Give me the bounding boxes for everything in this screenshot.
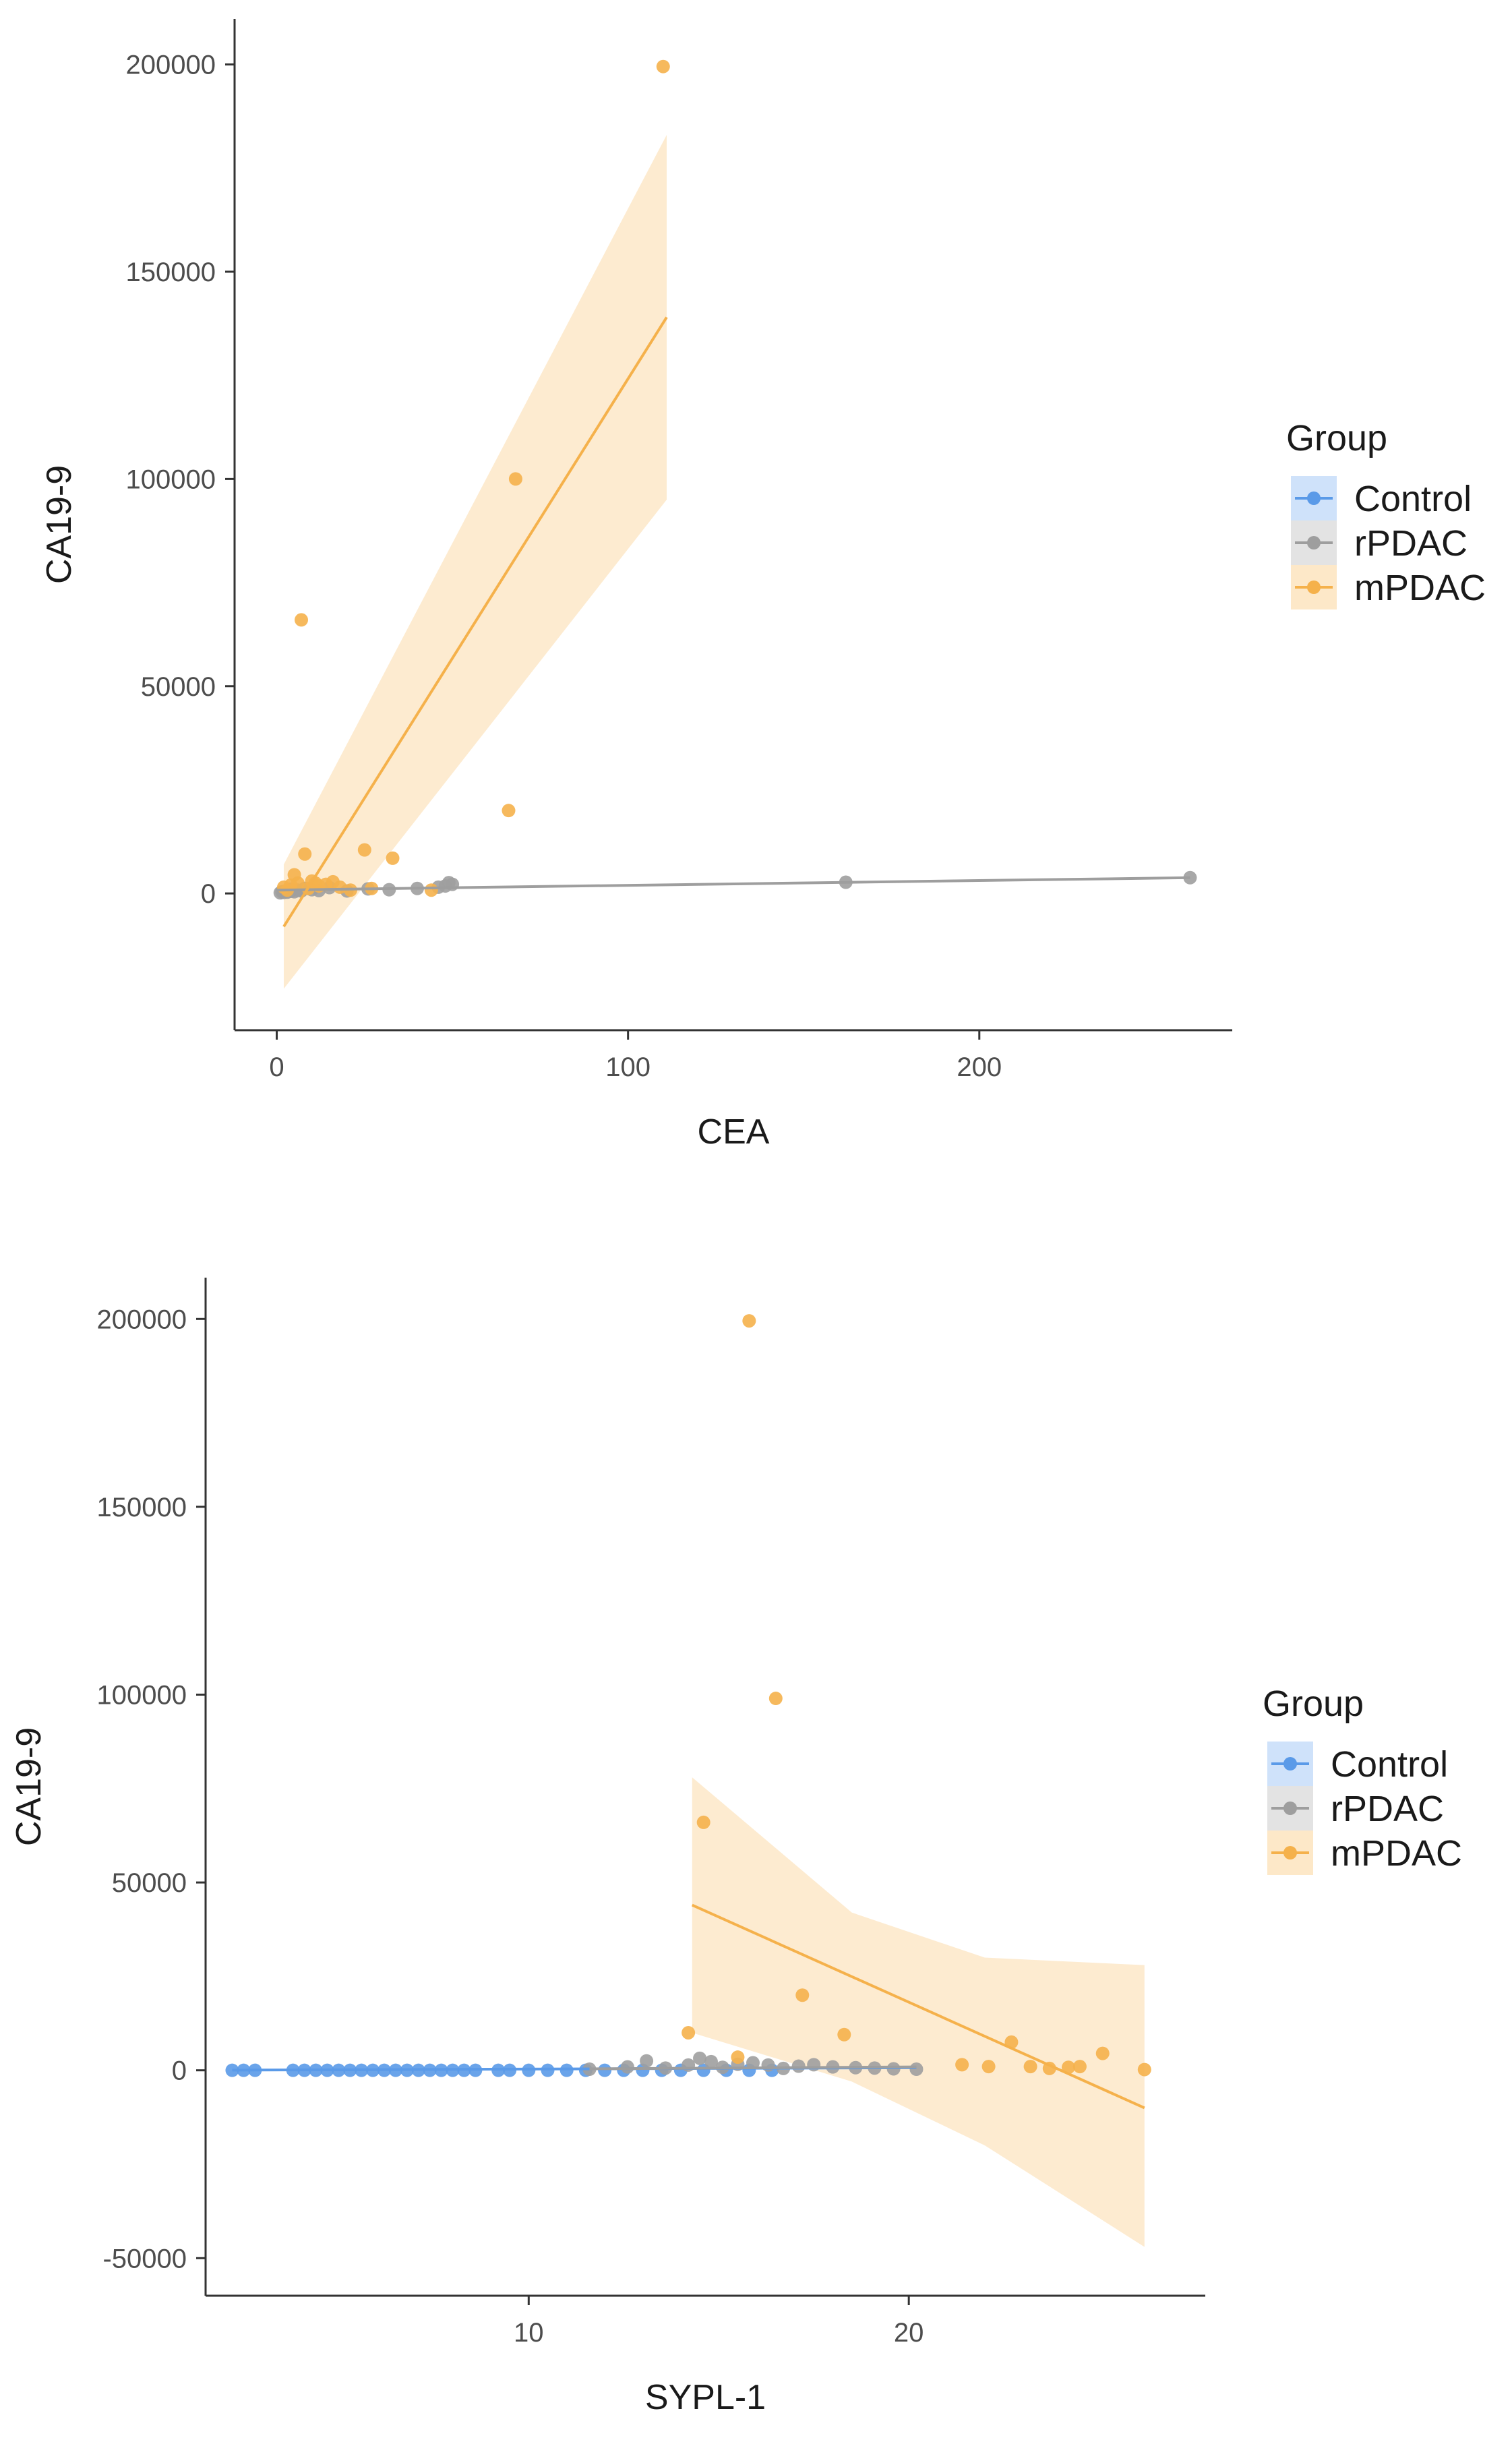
- data-point-rpdac-11: [761, 2058, 775, 2072]
- x-tick-label: 200: [957, 1052, 1002, 1082]
- data-point-control-25: [560, 2063, 574, 2077]
- legend-key-mpdac: [1291, 565, 1337, 609]
- legend-key-rpdac: [1267, 1786, 1313, 1831]
- data-point-mpdac-18: [386, 851, 400, 865]
- data-point-mpdac-16: [357, 843, 371, 857]
- data-point-mpdac-5: [768, 1692, 783, 1706]
- y-tick-label: 150000: [126, 258, 216, 287]
- legend-label-control: Control: [1354, 479, 1472, 519]
- x-axis-title: SYPL-1: [645, 2378, 766, 2417]
- chart-panel-1: 0 50000 100000 150000 200000 0 100 200 CEA CA19-9…: [40, 19, 1486, 1152]
- y-tick-label: 200000: [126, 51, 216, 80]
- fit-line-rpdac: [276, 876, 1190, 892]
- data-point-mpdac-2: [696, 1815, 710, 1829]
- chart-panel-2: -50000 0 50000 100000 150000 200000 10 20 SYPL-1…: [9, 1278, 1462, 2417]
- y-tick-label: 150000: [97, 1493, 187, 1522]
- legend-key-point: [1283, 1757, 1297, 1771]
- data-point-control-1: [225, 2063, 239, 2077]
- y-tick-label: 100000: [97, 1680, 187, 1710]
- legend-label-control: Control: [1331, 1744, 1448, 1785]
- legend-key-control: [1291, 476, 1337, 520]
- legend-title: Group: [1286, 418, 1387, 458]
- y-tick-label: 100000: [126, 465, 216, 494]
- legend-key-point: [1307, 536, 1321, 549]
- data-point-rpdac-19: [909, 2062, 924, 2077]
- data-point-mpdac-3: [731, 2050, 745, 2064]
- data-point-rpdac-3: [640, 2054, 654, 2068]
- x-axis-title: CEA: [698, 1112, 770, 1152]
- data-point-mpdac-11: [1023, 2060, 1037, 2074]
- legend-key-point: [1307, 492, 1321, 505]
- legend-key-control: [1267, 1742, 1313, 1786]
- data-point-mpdac-6: [795, 1988, 810, 2002]
- confidence-band-mpdac: [283, 135, 667, 989]
- y-tick-label: 0: [201, 879, 216, 909]
- y-tick-label: 50000: [141, 672, 216, 702]
- data-point-rpdac-2: [620, 2060, 634, 2074]
- data-point-mpdac-8: [955, 2058, 969, 2072]
- y-tick-label: 200000: [97, 1305, 187, 1334]
- legend-key-point: [1283, 1846, 1297, 1859]
- data-point-mpdac-16: [1137, 2062, 1151, 2077]
- data-point-mpdac-7: [298, 847, 312, 861]
- y-axis-title: CA19-9: [9, 1727, 49, 1846]
- legend-label-mpdac: mPDAC: [1354, 568, 1486, 608]
- y-tick-label: -50000: [102, 2244, 187, 2273]
- data-point-rpdac-7: [704, 2054, 718, 2069]
- legend-key-point: [1307, 581, 1321, 594]
- legend-label-mpdac: mPDAC: [1331, 1833, 1462, 1874]
- data-point-mpdac-5: [291, 876, 305, 890]
- confidence-band-mpdac: [692, 1777, 1145, 2247]
- data-point-mpdac-9: [981, 2060, 996, 2074]
- legend-label-rpdac: rPDAC: [1354, 523, 1468, 564]
- legend-key-rpdac: [1291, 520, 1337, 565]
- data-point-mpdac-22: [656, 59, 670, 73]
- data-point-mpdac-20: [502, 804, 516, 818]
- data-point-mpdac-14: [1072, 2060, 1087, 2074]
- x-tick-label: 20: [894, 2318, 924, 2348]
- x-tick-label: 100: [605, 1052, 651, 1082]
- data-point-mpdac-4: [742, 1314, 756, 1328]
- legend-label-rpdac: rPDAC: [1331, 1789, 1444, 1829]
- data-point-mpdac-13: [1062, 2060, 1076, 2075]
- y-tick-label: 0: [172, 2056, 187, 2086]
- x-tick-label: 0: [269, 1052, 284, 1082]
- data-point-mpdac-21: [508, 472, 522, 486]
- fit-line-rpdac: [589, 2065, 917, 2071]
- series-rpdac: [273, 870, 1197, 900]
- y-axis-title: CA19-9: [40, 465, 79, 584]
- data-point-rpdac-10: [746, 2056, 760, 2070]
- data-point-mpdac-6: [295, 613, 309, 627]
- data-point-rpdac-13: [791, 2059, 806, 2073]
- legend-key-mpdac: [1267, 1831, 1313, 1875]
- legend-title: Group: [1263, 1684, 1364, 1724]
- data-point-rpdac-6: [693, 2051, 707, 2065]
- data-point-mpdac-15: [1095, 2046, 1110, 2060]
- fit-line-mpdac: [282, 316, 668, 928]
- fit-line-mpdac: [691, 1903, 1145, 2110]
- data-point-mpdac-7: [837, 2027, 851, 2042]
- x-tick-label: 10: [514, 2318, 544, 2348]
- data-point-mpdac-1: [682, 2025, 696, 2040]
- data-point-control-27: [598, 2063, 612, 2077]
- series-mpdac: [682, 1314, 1151, 2077]
- legend-key-point: [1283, 1802, 1297, 1815]
- data-point-mpdac-19: [424, 883, 438, 897]
- y-tick-label: 50000: [112, 1868, 187, 1898]
